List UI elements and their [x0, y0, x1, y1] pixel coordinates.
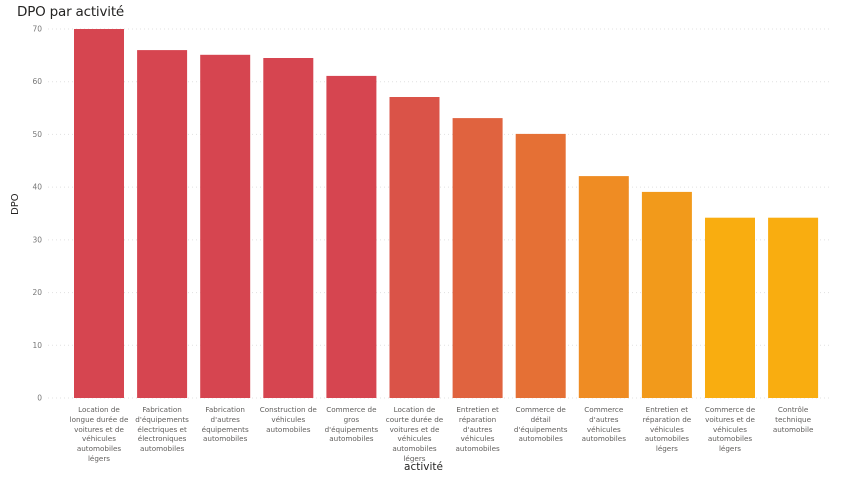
y-axis-ticks: 0 10 20 30 40 50 60 70 [32, 25, 42, 403]
bar[interactable]: Entretien et réparation de véhicules aut… [641, 191, 692, 398]
bar[interactable]: Fabrication d'équipements électriques et… [137, 50, 188, 398]
x-tick-label-line: électriques et [137, 424, 187, 434]
x-tick-label: Commerce d'autres véhicules automobiles [572, 405, 636, 444]
x-axis-label: activité [404, 461, 443, 473]
x-tick-label-line: d'équipements [324, 424, 379, 434]
bar[interactable]: Commerce de voitures et de véhicules aut… [705, 217, 755, 398]
x-tick-label-line: légers [403, 453, 426, 463]
x-tick-label-line: automobiles [581, 434, 626, 444]
x-tick-label-line: d'équipements [513, 424, 568, 434]
bar[interactable]: Fabrication d'autres équipements automob… [200, 54, 251, 399]
x-tick-label-line: automobiles [707, 434, 753, 444]
x-tick-label-line: automobiles [329, 434, 374, 444]
x-tick-label-line: véhicules [271, 414, 306, 424]
chart-title: DPO par activité [17, 4, 125, 20]
x-tick-label-line: Entretien et [456, 405, 499, 414]
x-tick-label-line: automobiles [644, 434, 690, 444]
x-tick-label-line: électroniques [137, 434, 187, 444]
x-tick-label: Construction de véhicules automobiles [256, 405, 320, 434]
x-tick-label-line: voitures et de [705, 414, 755, 424]
x-tick-label: Commerce de voitures et de véhicules automo… [698, 405, 762, 454]
x-tick-label-line: gros [343, 414, 360, 424]
x-tick-label-line: Location de [78, 405, 120, 414]
x-tick-label: Commerce de gros d'équipements automobiles [319, 405, 383, 444]
x-tick-label: Entretien et réparation d'autres véhicules… [446, 405, 510, 454]
x-tick-label-line: d'autres véhicules [460, 424, 495, 444]
y-tick-label: 70 [32, 25, 42, 34]
x-tick-label-line: voitures et de [74, 424, 124, 434]
y-tick-label: 40 [32, 183, 42, 192]
x-tick-label-line: technique [775, 414, 812, 424]
x-tick-label-line: Fabrication [142, 405, 182, 414]
x-tick-label-line: automobiles [392, 444, 437, 454]
y-tick-label: 20 [32, 288, 42, 297]
x-tick-label-line: automobiles [203, 434, 248, 444]
x-tick-label-line: équipements [201, 424, 249, 434]
y-tick-label: 50 [32, 130, 42, 139]
bar[interactable]: Location de longue durée de voitures et … [74, 29, 124, 398]
x-tick-label-line: d'équipements [135, 414, 189, 424]
x-tick-label: Commerce de détail d'équipements automobile… [509, 405, 573, 444]
x-tick-label-line: Entretien et [645, 405, 689, 414]
x-tick-label-line: véhicules [82, 434, 116, 444]
bar[interactable]: Commerce de gros d'équipements automobil… [326, 75, 377, 399]
y-tick-label: 60 [32, 77, 42, 86]
x-tick-label-line: d'autres [210, 414, 240, 424]
x-tick-label-line: véhicules [649, 424, 684, 434]
x-tick-label: Contrôle technique automobile [761, 405, 825, 434]
x-tick-label: Entretien et réparation de véhicules automo… [635, 405, 699, 454]
bar[interactable]: Entretien et réparation d'autres véhicul… [452, 118, 503, 398]
x-tick-label-line: légers [655, 444, 678, 454]
x-tick-label-line: véhicules [713, 424, 747, 434]
x-tick-label-line: automobiles [455, 444, 500, 454]
x-tick-label-line: automobiles [139, 444, 185, 454]
bar[interactable]: Location de courte durée de voitures et … [389, 97, 440, 398]
bar[interactable]: Commerce de détail d'équipements automob… [515, 133, 566, 398]
y-tick-label: 0 [37, 394, 42, 403]
bars: Location de longue durée de voitures et … [74, 29, 819, 399]
x-tick-label-line: longue durée de [69, 414, 129, 424]
x-tick-label: Fabrication d'autres équipements automobile… [193, 405, 257, 444]
x-tick-label-line: courte durée de [385, 414, 444, 424]
x-tick-label-line: Commerce de [326, 405, 377, 414]
x-tick-label: Location de courte durée de voitures et de… [383, 405, 447, 464]
y-tick-label: 10 [32, 341, 42, 350]
x-tick-label-line: légers [718, 444, 742, 454]
x-tick-label-line: légers [87, 453, 111, 463]
x-tick-label-line: réparation de [642, 414, 692, 424]
x-tick-label-line: Location de [393, 405, 436, 414]
bar[interactable]: Commerce d'autres véhicules automobiles:… [578, 176, 629, 398]
x-tick-label-line: automobiles [518, 434, 563, 444]
x-tick-label-line: Fabrication [205, 405, 245, 414]
x-tick-label-line: voitures et de [389, 424, 440, 434]
x-tick-label-line: réparation [458, 414, 497, 424]
x-tick-label: Fabrication d'équipements électriques et él… [130, 405, 194, 454]
bar[interactable]: Contrôle technique automobile: 34.2 [768, 217, 819, 398]
y-tick-label: 30 [32, 235, 42, 244]
x-tick-label: Location de longue durée de voitures et de… [67, 405, 131, 464]
x-tick-label-line: automobiles [76, 444, 122, 454]
x-tick-label-line: véhicules [397, 434, 432, 444]
x-tick-label-line: d'autres véhicules [586, 414, 621, 434]
x-tick-label-line: détail [530, 414, 551, 424]
x-tick-label-line: Contrôle [777, 405, 809, 414]
x-tick-label-line: automobile [772, 424, 814, 434]
bar[interactable]: Construction de véhicules automobiles: 6… [263, 58, 314, 398]
x-tick-label-line: Commerce de [515, 405, 566, 414]
x-tick-label-line: Commerce [584, 405, 624, 414]
x-tick-label-line: automobiles [266, 424, 311, 434]
x-tick-label-line: Commerce de [704, 405, 756, 414]
x-tick-label-line: Construction de [259, 405, 317, 414]
